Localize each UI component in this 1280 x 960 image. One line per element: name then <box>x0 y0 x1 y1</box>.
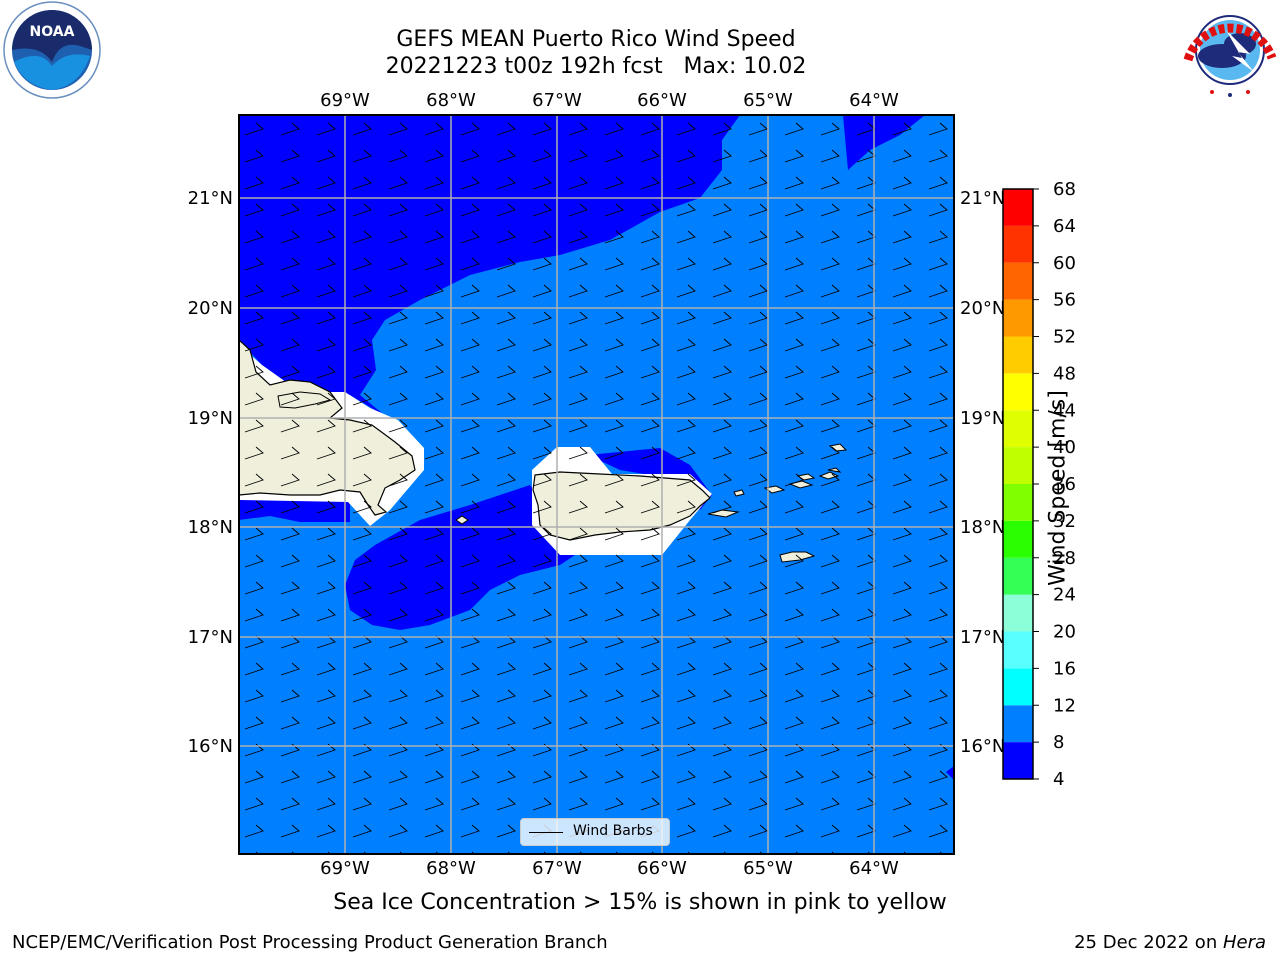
lat-label-left: 20°N <box>188 298 233 319</box>
legend-label: Wind Barbs <box>573 823 653 839</box>
lon-label-bottom: 65°W <box>743 858 793 879</box>
colorbar-tick-label: 56 <box>1053 290 1076 311</box>
colorbar-swatch <box>1003 225 1033 263</box>
lat-label-left: 17°N <box>188 627 233 648</box>
colorbar-swatch <box>1003 447 1033 484</box>
colorbar-tick-label: 24 <box>1053 585 1076 606</box>
colorbar-tick-label: 60 <box>1053 253 1076 274</box>
colorbar-tick-label: 28 <box>1053 548 1076 569</box>
lon-label-top: 69°W <box>320 90 370 111</box>
lon-label-top: 65°W <box>743 90 793 111</box>
colorbar-tick-label: 16 <box>1053 658 1076 679</box>
lat-label-left: 21°N <box>188 188 233 209</box>
colorbar-tick-label: 4 <box>1053 769 1064 790</box>
colorbar-swatch <box>1003 668 1033 706</box>
colorbar-tick-label: 20 <box>1053 622 1076 643</box>
legend-box: Wind Barbs <box>520 818 670 846</box>
colorbar-swatch <box>1003 336 1033 374</box>
map-subtitle: 20221223 t00z 192h fcst Max: 10.02 <box>385 54 807 79</box>
noaa-logo: NOAA <box>3 1 101 99</box>
colorbar-tick-label: 32 <box>1053 511 1076 532</box>
colorbar-tick-label: 68 <box>1053 179 1076 200</box>
legend-line-swatch <box>529 832 563 833</box>
colorbar-swatch <box>1003 631 1033 669</box>
colorbar-swatch <box>1003 410 1033 448</box>
map-title: GEFS MEAN Puerto Rico Wind Speed <box>396 27 796 52</box>
map-frame <box>238 114 955 855</box>
lat-label-right: 17°N <box>960 627 1005 648</box>
lat-label-left: 16°N <box>188 736 233 757</box>
graticule <box>239 115 954 854</box>
colorbar-swatch <box>1003 189 1033 226</box>
lat-label-right: 16°N <box>960 736 1005 757</box>
sea-ice-note: Sea Ice Concentration > 15% is shown in … <box>333 890 947 915</box>
colorbar-tick-label: 36 <box>1053 474 1076 495</box>
colorbar-swatch <box>1003 594 1033 632</box>
colorbar-swatch <box>1003 262 1033 300</box>
colorbar-tick-label: 48 <box>1053 363 1076 384</box>
colorbar-swatch <box>1003 705 1033 743</box>
lon-label-bottom: 69°W <box>320 858 370 879</box>
colorbar-swatch <box>1003 484 1033 521</box>
colorbar-tick-label: 40 <box>1053 437 1076 458</box>
colorbar-swatch <box>1003 373 1033 411</box>
lat-label-right: 21°N <box>960 188 1005 209</box>
colorbar-tick-label: 8 <box>1053 732 1064 753</box>
lon-label-top: 68°W <box>426 90 476 111</box>
wind-barbs-field <box>239 115 954 854</box>
lon-label-bottom: 68°W <box>426 858 476 879</box>
lon-label-top: 67°W <box>532 90 582 111</box>
colorbar-swatch <box>1003 557 1033 595</box>
svg-text:NOAA: NOAA <box>30 24 75 40</box>
lat-label-left: 18°N <box>188 517 233 538</box>
lon-label-bottom: 66°W <box>637 858 687 879</box>
lon-label-top: 64°W <box>849 90 899 111</box>
lat-label-left: 19°N <box>188 408 233 429</box>
lon-label-bottom: 64°W <box>849 858 899 879</box>
colorbar-swatch <box>1003 742 1033 779</box>
lon-label-top: 66°W <box>637 90 687 111</box>
colorbar-tick-label: 64 <box>1053 216 1076 237</box>
colorbar-swatch <box>1003 299 1033 337</box>
footer-date-text: 25 Dec 2022 on <box>1074 932 1223 953</box>
footer-credit: NCEP/EMC/Verification Post Processing Pr… <box>12 932 608 953</box>
footer-host: Hera <box>1222 932 1266 953</box>
colorbar-label: Wind Speed [m/s] <box>1045 390 1071 586</box>
colorbar-swatch <box>1003 520 1033 558</box>
colorbar-tick-label: 12 <box>1053 695 1076 716</box>
colorbar-tick-label: 44 <box>1053 400 1076 421</box>
lat-label-right: 20°N <box>960 298 1005 319</box>
nws-logo <box>1182 2 1278 98</box>
colorbar-tick-label: 52 <box>1053 327 1076 348</box>
footer-date: 25 Dec 2022 on Hera <box>1074 932 1266 953</box>
lat-label-right: 18°N <box>960 517 1005 538</box>
lon-label-bottom: 67°W <box>532 858 582 879</box>
lat-label-right: 19°N <box>960 408 1005 429</box>
